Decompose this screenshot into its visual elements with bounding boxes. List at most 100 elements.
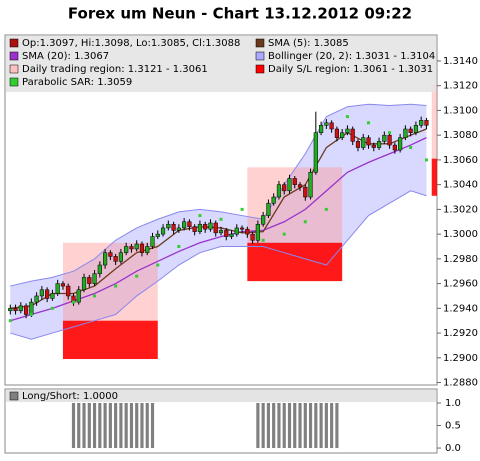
candle-body xyxy=(355,141,361,148)
candle-body xyxy=(66,285,71,297)
legend-box xyxy=(6,390,436,402)
y-tick-label: 1.3060 xyxy=(443,155,478,166)
candle-body xyxy=(303,186,308,198)
long-short-bar xyxy=(314,402,318,449)
long-short-bar xyxy=(330,402,334,449)
long-short-bar xyxy=(293,402,297,449)
y-tick-label: 1.2900 xyxy=(443,353,478,364)
bollinger-band xyxy=(10,104,427,340)
legend-swatch xyxy=(9,77,19,87)
candle-body xyxy=(29,301,34,315)
sar-dot xyxy=(177,244,181,248)
candle-body xyxy=(176,227,181,231)
long-short-bar xyxy=(98,402,102,449)
candle-body xyxy=(403,128,408,138)
long-short-bar xyxy=(71,402,76,449)
candle-body xyxy=(245,228,250,235)
long-short-bar xyxy=(114,402,118,449)
candle-body xyxy=(34,295,39,303)
legend-box xyxy=(6,36,436,92)
candle-body xyxy=(297,184,303,188)
candle-body xyxy=(182,221,187,229)
candle-body xyxy=(150,236,155,247)
long-short-bar xyxy=(261,402,265,449)
candle-body xyxy=(292,178,297,185)
legend-swatch xyxy=(9,391,19,401)
sar-dot xyxy=(367,121,371,125)
long-short-bar xyxy=(82,402,86,449)
y-tick-label: 1.3120 xyxy=(443,81,478,92)
y-tick-label: 1.3020 xyxy=(443,204,478,215)
candle-body xyxy=(113,256,118,262)
candle-body xyxy=(97,264,102,274)
y-tick-label: 0.5 xyxy=(445,421,461,432)
candle-body xyxy=(155,233,160,237)
y-tick-label: 1.0 xyxy=(445,398,461,409)
long-short-bar xyxy=(92,402,97,449)
y-tick-label: 1.2940 xyxy=(443,303,478,314)
sar-dot xyxy=(29,313,33,317)
candle-body xyxy=(234,227,239,235)
sar-dot xyxy=(324,207,328,211)
candle-body xyxy=(213,222,218,234)
long-short-bar xyxy=(108,402,112,449)
long-short-bar xyxy=(303,402,307,449)
candle-body xyxy=(324,122,329,126)
y-tick-label: 1.3080 xyxy=(443,130,478,141)
long-short-bar xyxy=(124,402,128,449)
sar-dot xyxy=(282,232,286,236)
sar-dot xyxy=(303,220,307,224)
legend-label: Op:1.3097, Hi:1.3098, Lo:1.3085, Cl:1.30… xyxy=(22,38,240,49)
candle-body xyxy=(350,128,355,142)
long-short-bar xyxy=(135,402,139,449)
long-short-bar xyxy=(272,402,276,449)
candle-body xyxy=(345,128,350,133)
candle-body xyxy=(108,252,113,257)
long-short-bar xyxy=(298,402,302,449)
long-short-bar xyxy=(335,402,339,449)
candle-body xyxy=(308,172,313,198)
candle-body xyxy=(203,223,208,230)
candle-body xyxy=(413,125,419,133)
candle-body xyxy=(208,222,213,230)
sar-dot xyxy=(388,131,392,135)
sar-dot xyxy=(409,146,413,150)
long-short-bar xyxy=(256,402,260,449)
candle-body xyxy=(271,196,276,204)
long-short-bar xyxy=(277,402,281,449)
candle-body xyxy=(81,277,87,291)
candle-body xyxy=(255,223,260,241)
boll_lower-line xyxy=(10,190,427,340)
sl-region xyxy=(247,242,343,282)
y-tick-label: 1.2880 xyxy=(443,378,478,389)
candle-body xyxy=(371,144,376,148)
legend-swatch xyxy=(9,64,19,74)
sar-dot xyxy=(135,274,139,278)
trading-region xyxy=(431,84,437,159)
candle-body xyxy=(287,178,292,192)
y-tick-label: 1.3000 xyxy=(443,229,478,240)
candle-body xyxy=(124,246,129,253)
candle-body xyxy=(340,132,345,138)
candle-body xyxy=(50,293,55,299)
sar-dot xyxy=(50,306,54,310)
candle-body xyxy=(197,223,203,232)
candle-body xyxy=(361,137,366,148)
long-short-bar xyxy=(282,402,286,449)
candle-body xyxy=(139,243,145,253)
candle-body xyxy=(218,230,224,234)
long-short-bar xyxy=(103,402,107,449)
sar-dot xyxy=(114,284,118,288)
sl-region xyxy=(431,158,437,196)
long-short-bar xyxy=(266,402,270,449)
legend-swatch xyxy=(255,51,265,61)
legend-label: Daily trading region: 1.3121 - 1.3061 xyxy=(22,64,208,75)
candle-body xyxy=(8,308,13,312)
long-short-bar xyxy=(324,402,328,449)
long-short-bar xyxy=(319,402,323,449)
candle-body xyxy=(387,134,392,146)
candle-body xyxy=(166,223,171,229)
candle-body xyxy=(398,137,403,151)
legend-label: SMA (20): 1.3067 xyxy=(22,51,109,62)
